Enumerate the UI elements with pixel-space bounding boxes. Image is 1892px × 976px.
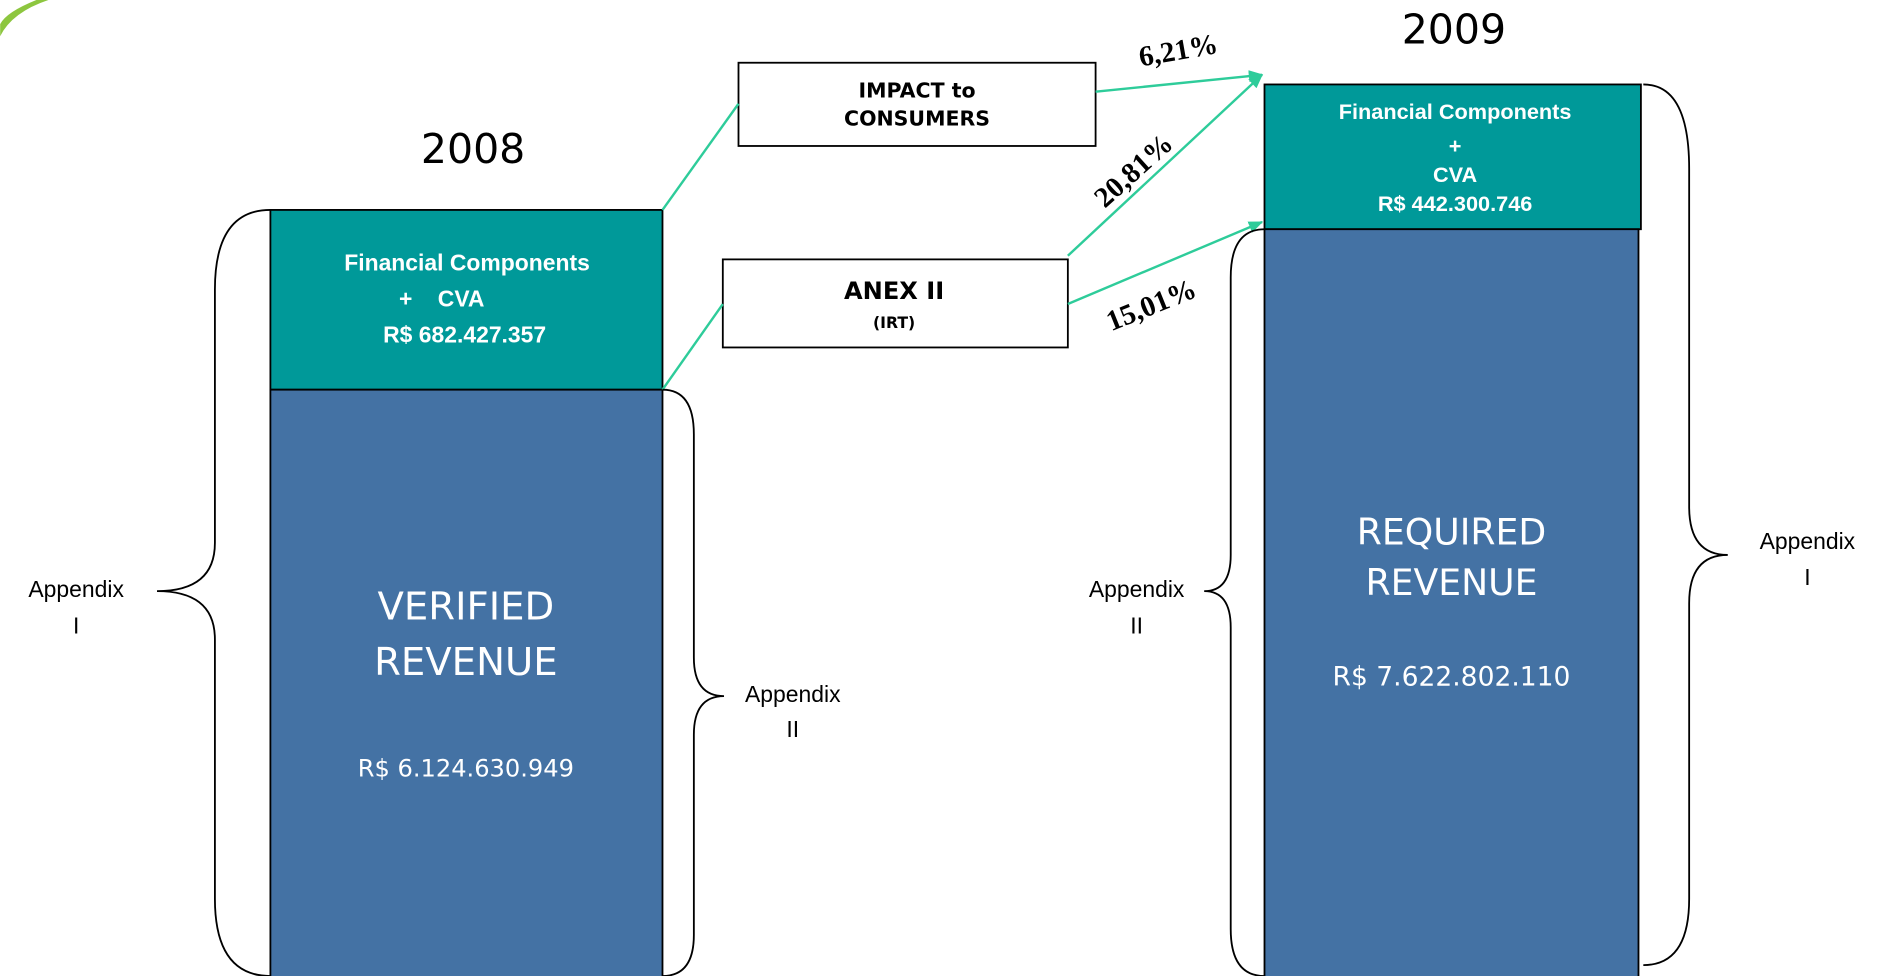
box-text: REVENUE: [1365, 561, 1537, 604]
box-text: R$ 682.427.357: [383, 322, 546, 348]
appendix-label: II: [786, 716, 799, 742]
box-text: R$ 7.622.802.110: [1333, 662, 1571, 693]
brace: [1204, 228, 1265, 976]
connector: [661, 103, 740, 211]
appendix-label: Appendix: [1089, 576, 1185, 602]
box-text: CONSUMERS: [844, 106, 990, 130]
box-text: + CVA: [399, 285, 485, 311]
appendix-label: Appendix: [1760, 528, 1856, 554]
revenue-box: [269, 388, 664, 976]
box-text: REQUIRED: [1357, 510, 1547, 553]
arrow: [1067, 220, 1264, 306]
appendix-label: Appendix: [28, 576, 124, 602]
revenue-box: [1263, 228, 1640, 976]
financial-box: [269, 209, 664, 391]
box-text: REVENUE: [374, 640, 558, 685]
brace: [662, 388, 725, 976]
box-text: Financial Components: [1339, 99, 1572, 124]
box-text: +: [1449, 133, 1462, 158]
year-label: 2008: [421, 125, 525, 173]
arrow: [1095, 70, 1264, 93]
appendix-label: I: [73, 612, 79, 638]
box-text: R$ 442.300.746: [1378, 191, 1532, 216]
box-text: VERIFIED: [378, 585, 555, 630]
connector: [661, 303, 724, 391]
impact-box: [737, 61, 1097, 147]
percentage: 20,81%: [1088, 127, 1179, 214]
brace: [156, 209, 271, 976]
appendix-label: I: [1804, 564, 1810, 590]
box-text: Financial Components: [344, 249, 590, 275]
box-text: ANEX II: [844, 277, 944, 305]
box-text: (IRT): [873, 313, 915, 332]
percentage: 6,21%: [1136, 28, 1220, 73]
box-text: R$ 6.124.630.949: [358, 755, 574, 783]
box-text: IMPACT to: [858, 79, 975, 103]
brace: [1643, 83, 1728, 967]
appendix-label: II: [1130, 612, 1143, 638]
arrow: [1067, 73, 1263, 257]
year-label: 2009: [1402, 6, 1506, 54]
leaf-decoration: [0, 0, 49, 37]
box-text: CVA: [1433, 162, 1478, 187]
appendix-label: Appendix: [745, 681, 841, 707]
